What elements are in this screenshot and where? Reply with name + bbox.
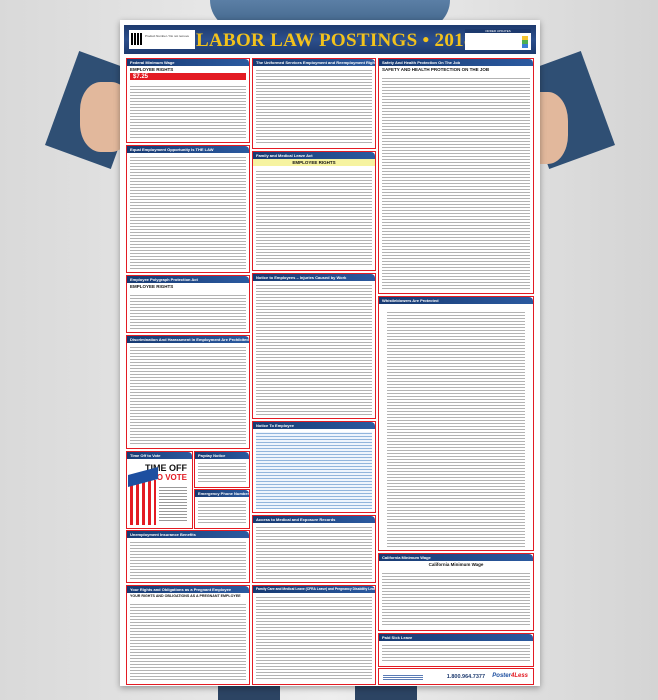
footer-brand-logo: Poster4Less <box>492 673 528 679</box>
panel-notice-to-employee: Notice To Employee <box>252 421 376 513</box>
panel-injuries: Notice to Employees – Injuries Caused by… <box>252 273 376 419</box>
panel-payday-notice: Payday Notice <box>194 451 250 488</box>
panel-whistleblowers: Whistleblowers Are Protected <box>378 296 534 551</box>
color-swatch-icon <box>522 36 528 48</box>
footer-phone: 1.800.964.7377 <box>446 674 485 680</box>
panel-emergency-numbers: Emergency Phone Numbers <box>194 489 250 529</box>
panel-safety-health: Safety And Health Protection On The Job … <box>378 58 534 294</box>
panel-medical-records: Access to Medical and Exposure Records <box>252 515 376 583</box>
panel-ca-minimum-wage: California Minimum Wage California Minim… <box>378 553 534 631</box>
qr-code-icon <box>131 33 143 45</box>
wage-bar: $7.25 <box>130 73 246 80</box>
panel-fmla: Family and Medical Leave Act EMPLOYEE RI… <box>252 151 376 271</box>
jeans-right <box>355 686 417 700</box>
panel-cfra: Family Care and Medical Leave (CFRA Leav… <box>252 585 376 685</box>
ballot-box-icon <box>130 480 156 525</box>
poster-footer: 1.800.964.7377 Poster4Less <box>378 668 534 685</box>
poster-title: LABOR LAW POSTINGS • 2018 <box>196 30 474 51</box>
panel-federal-minimum-wage: Federal Minimum Wage EMPLOYEE RIGHTS $7.… <box>126 58 250 143</box>
panel-polygraph: Employee Polygraph Protection Act EMPLOY… <box>126 275 250 333</box>
labor-law-poster: Product Number / Do not remove LABOR LAW… <box>120 20 540 686</box>
panel-discrimination: Discrimination And Harassment In Employm… <box>126 335 250 449</box>
info-box: ORDER UPDATES <box>465 29 531 50</box>
panel-time-off-to-vote: Time Off to Vote TIME OFF TO VOTE <box>126 451 193 529</box>
poster-banner: Product Number / Do not remove LABOR LAW… <box>124 25 536 54</box>
panel-pregnant-employee: Your Rights and Obligations as a Pregnan… <box>126 585 250 685</box>
product-box: Product Number / Do not remove <box>129 30 195 49</box>
panel-uniformed-services: The Uniformed Services Employment and Re… <box>252 58 376 149</box>
panel-unemployment: Unemployment Insurance Benefits <box>126 530 250 583</box>
panel-paid-sick-leave: Paid Sick Leave <box>378 633 534 667</box>
panel-eeo: Equal Employment Opportunity Is THE LAW <box>126 145 250 273</box>
jeans-left <box>218 686 280 700</box>
